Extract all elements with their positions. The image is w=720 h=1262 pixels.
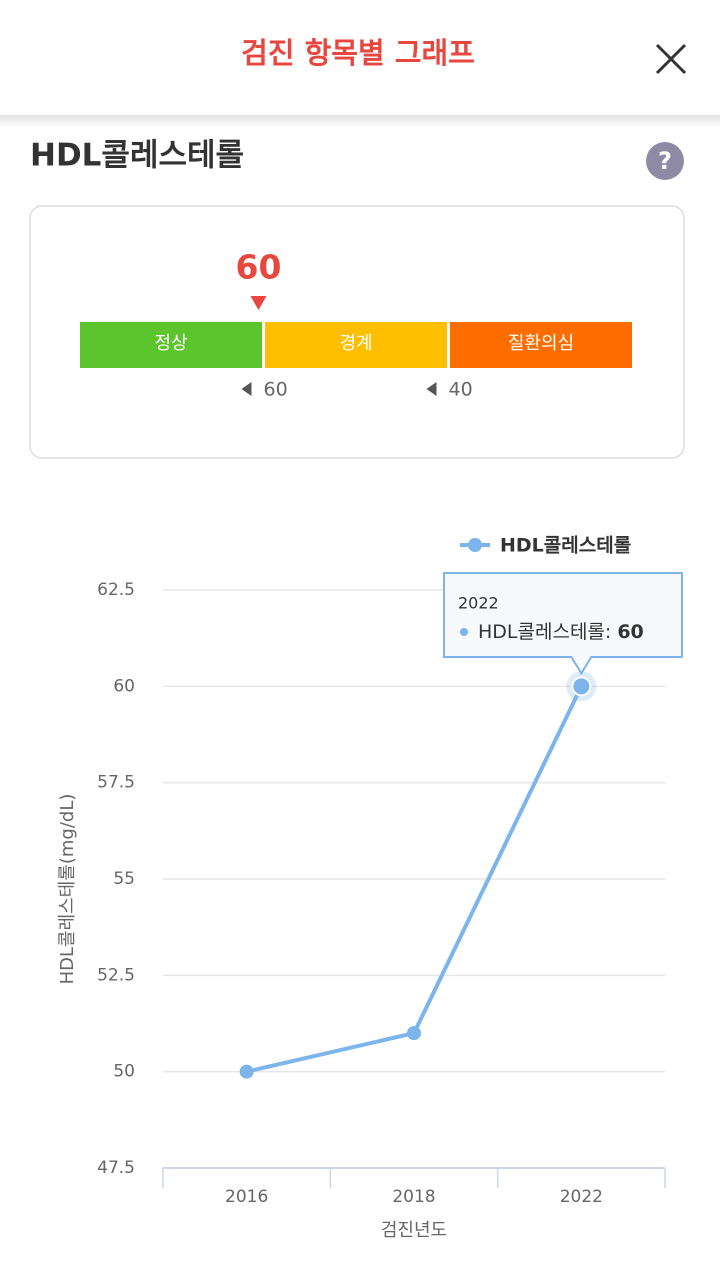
tooltip-box <box>443 572 683 676</box>
y-tick-label: 47.5 <box>97 1158 135 1178</box>
gauge-segment <box>265 322 447 368</box>
tooltip-label: HDL콜레스테롤: 60 <box>478 621 644 643</box>
y-tick-label: 60 <box>113 676 135 696</box>
y-tick-label: 55 <box>113 869 135 889</box>
legend-label: HDL콜레스테롤 <box>500 535 631 557</box>
gauge: 정상 경계 질환의심 60 40 60 <box>80 248 632 401</box>
tooltip-value: 60 <box>617 621 643 643</box>
y-tick-label: 62.5 <box>97 580 135 600</box>
close-button[interactable] <box>655 43 687 75</box>
header-title: 검진 항목별 그래프 <box>241 36 475 70</box>
data-point <box>571 676 592 697</box>
threshold-marker <box>426 382 437 396</box>
section-title: HDL콜레스테롤 <box>30 138 244 174</box>
tooltip-marker <box>460 628 468 636</box>
x-tick-label: 2018 <box>392 1187 435 1207</box>
legend-marker <box>468 538 482 552</box>
x-tick-label: 2022 <box>560 1187 603 1207</box>
gauge-segment-label: 정상 <box>154 333 187 354</box>
header <box>0 0 720 115</box>
gauge-segment <box>80 322 262 368</box>
gauge-value-marker <box>250 296 267 310</box>
tooltip-title: 2022 <box>458 594 499 613</box>
x-tick-label: 2016 <box>225 1187 268 1207</box>
threshold-label: 40 <box>449 379 473 401</box>
header-shadow <box>0 115 720 127</box>
help-icon-text[interactable]: ? <box>658 147 672 175</box>
data-point <box>239 1064 254 1079</box>
y-axis-title: HDL콜레스테롤(mg/dL) <box>57 794 78 985</box>
y-tick-label: 52.5 <box>97 965 135 985</box>
x-axis-title: 검진년도 <box>381 1220 447 1241</box>
tooltip-series: HDL콜레스테롤: <box>478 621 611 643</box>
help-icon[interactable] <box>646 142 684 180</box>
y-tick-label: 57.5 <box>97 773 135 793</box>
threshold-marker <box>241 382 252 396</box>
gauge-value: 60 <box>236 248 282 287</box>
y-tick-label: 50 <box>113 1062 135 1082</box>
gauge-segment-label: 질환의심 <box>508 333 574 354</box>
data-point <box>407 1026 421 1041</box>
gauge-segment <box>450 322 632 368</box>
chart: 47.5 50 52.5 55 57.5 60 62.5 2016 2018 2022 검진년도 HD… <box>57 535 683 1241</box>
gauge-segment-label: 경계 <box>339 333 372 354</box>
threshold-label: 60 <box>264 379 288 401</box>
